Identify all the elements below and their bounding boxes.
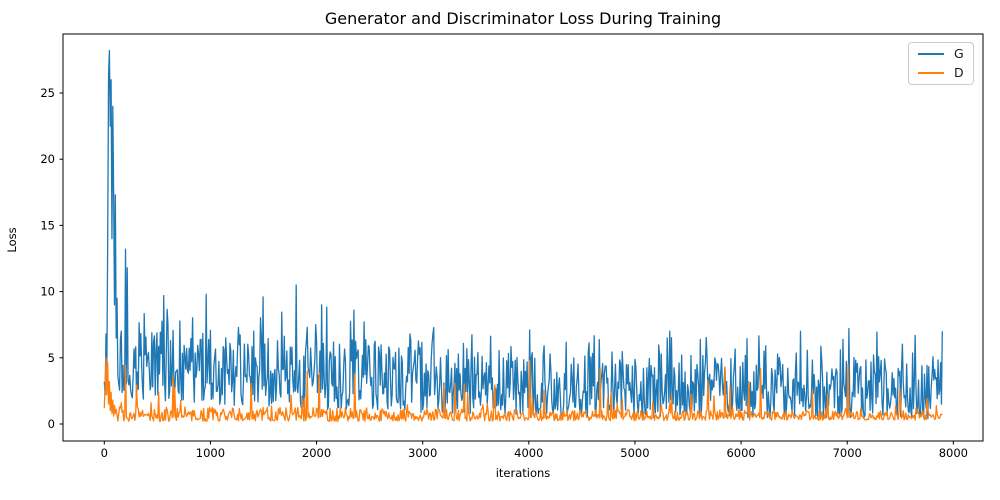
g-loss-line <box>103 49 943 420</box>
legend-label-d: D <box>954 64 964 80</box>
d-loss-line <box>103 357 943 423</box>
y-tick-label: 20 <box>40 152 55 166</box>
legend-label-g: G <box>954 46 964 61</box>
legend: G D <box>908 42 974 85</box>
x-tick-label: 6000 <box>726 446 755 460</box>
legend-item-g: G <box>918 46 973 61</box>
d-line-swatch <box>918 71 944 74</box>
y-tick-label: 25 <box>40 86 55 100</box>
x-tick-label: 0 <box>101 446 108 460</box>
y-tick-label: 15 <box>40 218 55 232</box>
x-tick-label: 1000 <box>196 446 225 460</box>
series-group <box>103 49 943 423</box>
x-tick-label: 8000 <box>939 446 968 460</box>
x-tick-label: 2000 <box>302 446 331 460</box>
y-tick-label: 0 <box>48 417 55 431</box>
x-tick-label: 5000 <box>620 446 649 460</box>
g-line-swatch <box>918 53 944 56</box>
axes-frame <box>62 33 984 442</box>
y-tick-label: 10 <box>40 285 55 299</box>
legend-item-d: D <box>918 64 973 80</box>
chart-title: Generator and Discriminator Loss During … <box>324 9 722 28</box>
x-tick-label: 4000 <box>514 446 543 460</box>
x-axis-label: iterations <box>495 466 551 480</box>
y-tick-label: 5 <box>48 351 55 365</box>
y-axis-label: Loss <box>5 227 19 252</box>
ticks-group: 0 1000 2000 3000 4000 5000 6000 7000 8000 0 5 10 15 2… <box>40 86 968 460</box>
x-tick-label: 7000 <box>833 446 862 460</box>
x-tick-label: 3000 <box>408 446 437 460</box>
